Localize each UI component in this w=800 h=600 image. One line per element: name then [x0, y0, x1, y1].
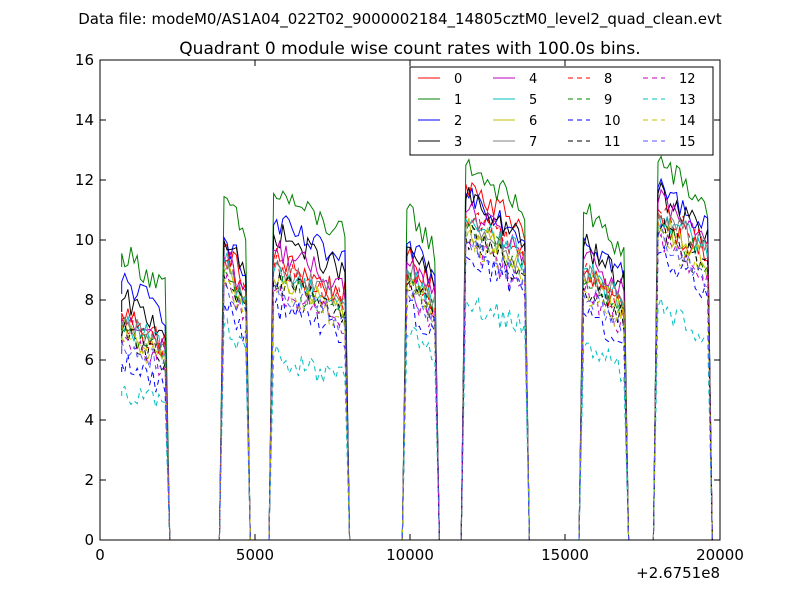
series-line-10 — [121, 245, 713, 541]
legend-box — [409, 66, 714, 156]
series-line-3 — [121, 181, 713, 541]
x-tick-label: 0 — [95, 546, 105, 564]
series-line-15 — [121, 223, 713, 541]
series-line-8 — [121, 204, 713, 541]
plot-frame — [99, 59, 721, 541]
legend-label-6: 6 — [529, 114, 537, 129]
series-line-13 — [121, 295, 713, 541]
x-tick-label: 15000 — [541, 546, 589, 564]
y-tick-label: 2 — [84, 471, 94, 489]
legend-label-2: 2 — [454, 114, 462, 129]
y-tick-label: 16 — [75, 51, 94, 69]
y-tick-label: 12 — [75, 171, 94, 189]
series-line-2 — [121, 177, 713, 541]
legend-label-5: 5 — [529, 93, 537, 108]
chart-title: Quadrant 0 module wise count rates with … — [179, 39, 640, 59]
plot-lines — [121, 155, 713, 541]
y-tick-label: 4 — [84, 411, 94, 429]
chart-suptitle: Data file: modeM0/AS1A04_022T02_90000021… — [78, 10, 722, 29]
legend-label-13: 13 — [679, 93, 696, 108]
y-tick-label: 8 — [84, 291, 94, 309]
legend-label-14: 14 — [679, 114, 696, 129]
y-tick-label: 6 — [84, 351, 94, 369]
series-line-1 — [121, 155, 713, 541]
series-line-0 — [121, 181, 713, 541]
legend-label-3: 3 — [454, 135, 462, 150]
legend-label-12: 12 — [679, 72, 696, 87]
legend-label-7: 7 — [529, 135, 537, 150]
series-line-14 — [121, 226, 713, 541]
x-tick-label: 10000 — [386, 546, 434, 564]
series-line-4 — [121, 188, 713, 541]
series-line-9 — [121, 221, 713, 541]
y-tick-label: 10 — [75, 231, 94, 249]
legend-label-4: 4 — [529, 72, 537, 87]
x-offset-label: +2.6751e8 — [636, 564, 720, 582]
legend-label-8: 8 — [604, 72, 612, 87]
legend-label-15: 15 — [679, 135, 696, 150]
y-tick-label: 14 — [75, 111, 94, 129]
y-tick-label: 0 — [84, 531, 94, 549]
legend-label-9: 9 — [604, 93, 612, 108]
x-tick-label: 20000 — [696, 546, 744, 564]
series-line-7 — [121, 212, 713, 541]
x-tick-label: 5000 — [236, 546, 274, 564]
legend-label-11: 11 — [604, 135, 621, 150]
legend-label-1: 1 — [454, 93, 462, 108]
legend-label-0: 0 — [454, 72, 462, 87]
series-line-12 — [121, 232, 713, 541]
legend-label-10: 10 — [604, 114, 621, 129]
